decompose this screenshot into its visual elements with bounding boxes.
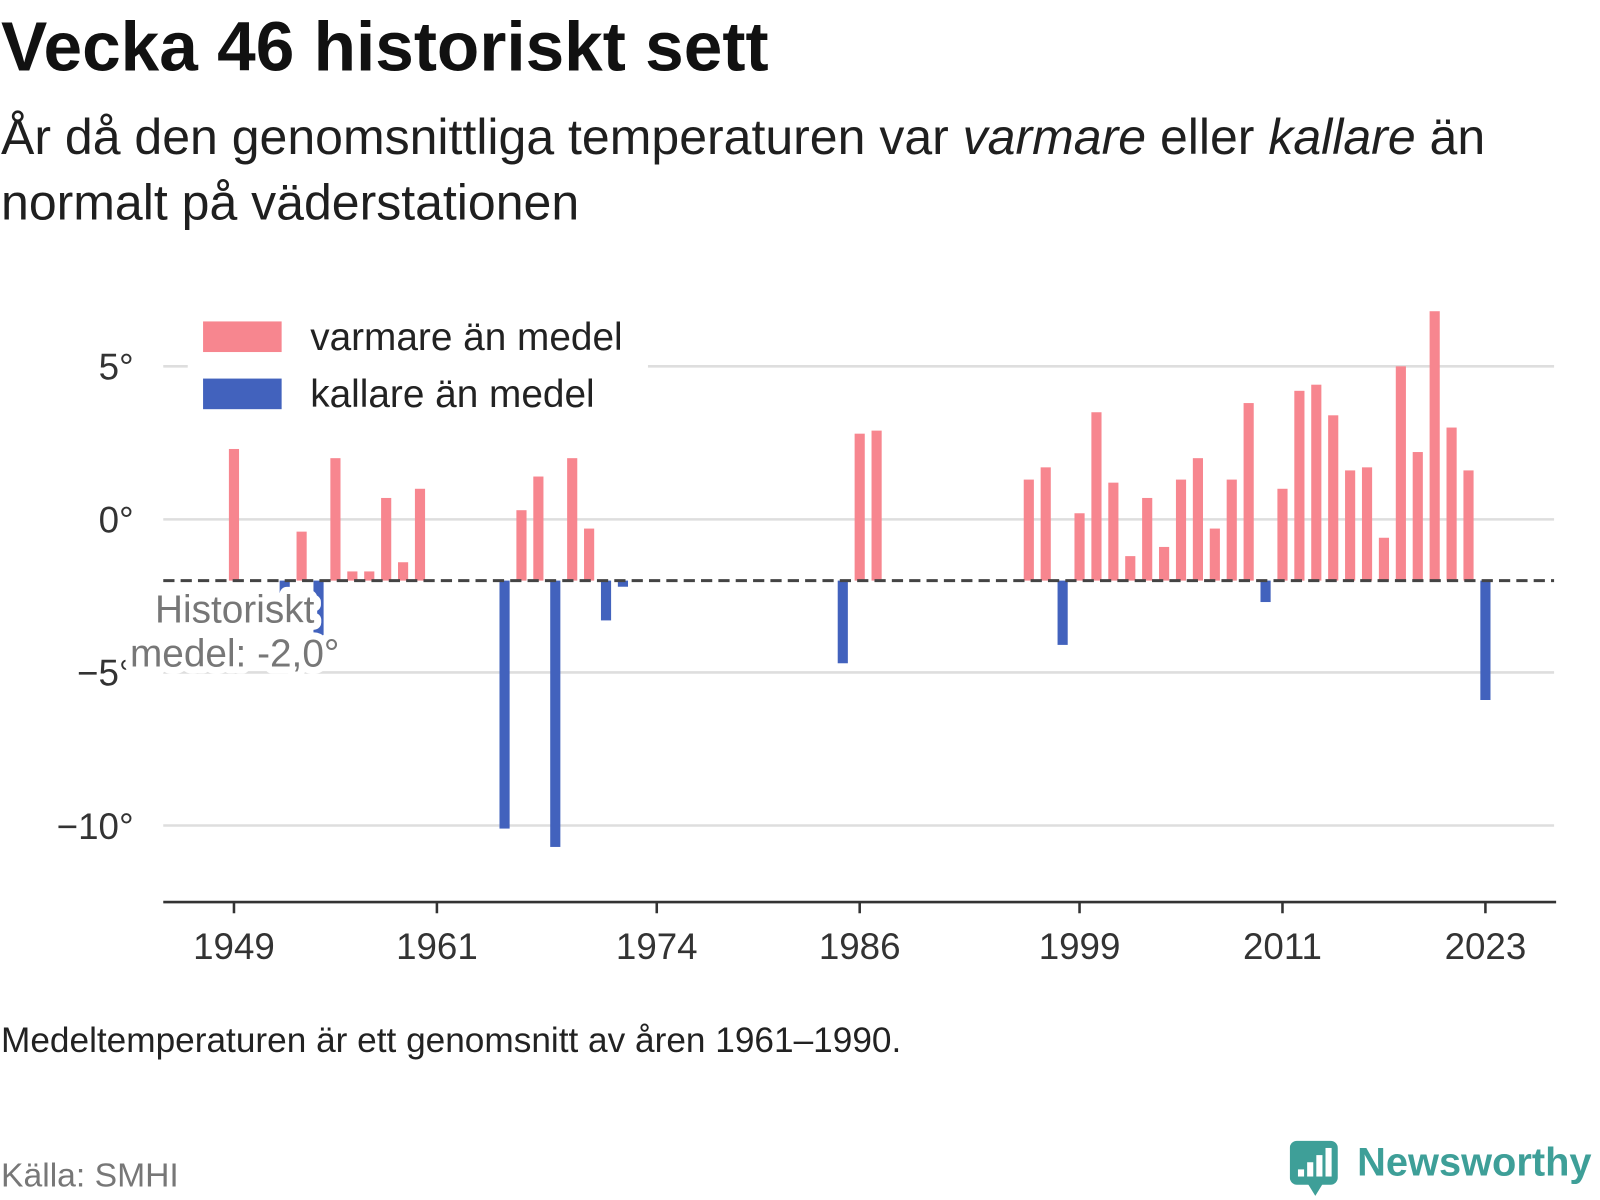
bar-colder-2023 bbox=[1480, 580, 1491, 700]
bar-warmer-1986 bbox=[854, 433, 865, 581]
bar-warmer-2005 bbox=[1175, 479, 1187, 581]
bar-colder-1954 bbox=[313, 580, 324, 636]
bar-warmer-2014 bbox=[1328, 415, 1339, 581]
y-axis-labels: 5° 0° −5° −10° bbox=[57, 347, 134, 847]
legend-label-warmer: varmare än medel bbox=[310, 316, 622, 359]
y-tick-label: 5° bbox=[99, 347, 134, 388]
bar-warmer-1949 bbox=[228, 448, 240, 581]
bar-warmer-2017 bbox=[1378, 537, 1390, 581]
bar-warmer-2003 bbox=[1142, 497, 1153, 581]
gridlines bbox=[163, 365, 1555, 827]
subtitle-text: än normalt på väderstationen bbox=[1, 110, 1486, 231]
bar-chart-speech-bubble-icon bbox=[1289, 1140, 1338, 1196]
bar-warmer-1956 bbox=[347, 571, 358, 581]
bar-warmer-1969 bbox=[567, 458, 578, 581]
bar-warmer-1996 bbox=[1023, 479, 1034, 581]
bar-warmer-2019 bbox=[1412, 452, 1423, 581]
bar-colder-2010 bbox=[1260, 580, 1271, 603]
x-tick-label: 2011 bbox=[1243, 926, 1322, 967]
bar-colder-1972 bbox=[617, 580, 629, 587]
bar-warmer-2011 bbox=[1277, 488, 1288, 581]
bar-warmer-2021 bbox=[1446, 427, 1457, 581]
bar-warmer-1967 bbox=[533, 476, 544, 581]
y-tick-label: 0° bbox=[99, 500, 134, 541]
y-tick-label: −5° bbox=[77, 653, 134, 694]
bars bbox=[228, 311, 1491, 847]
bar-warmer-2008 bbox=[1226, 479, 1237, 581]
subtitle-text: År då den genomsnittliga temperaturen va… bbox=[1, 110, 963, 166]
chart-title: Vecka 46 historiskt sett bbox=[1, 8, 769, 86]
bar-warmer-2022 bbox=[1463, 470, 1474, 581]
subtitle-emphasis-warmer: varmare bbox=[962, 110, 1147, 166]
bar-warmer-2000 bbox=[1091, 412, 1102, 581]
bar-warmer-1987 bbox=[871, 430, 882, 581]
source-label: Källa: SMHI bbox=[1, 1156, 179, 1194]
bar-warmer-2012 bbox=[1294, 390, 1305, 581]
bar-colder-1965 bbox=[499, 580, 510, 829]
bar-colder-1968 bbox=[550, 580, 561, 847]
y-tick-label: −10° bbox=[57, 806, 134, 847]
bar-warmer-1955 bbox=[330, 458, 341, 581]
bar-colder-1971 bbox=[600, 580, 612, 621]
bar-warmer-2020 bbox=[1429, 311, 1440, 581]
bar-warmer-2007 bbox=[1209, 528, 1220, 581]
legend-label-colder: kallare än medel bbox=[310, 373, 594, 416]
bar-warmer-1957 bbox=[364, 571, 375, 581]
bar-warmer-2016 bbox=[1361, 467, 1373, 581]
subtitle-text: eller bbox=[1146, 110, 1269, 166]
bar-warmer-1953 bbox=[296, 531, 307, 581]
annotation-line-2: medel: -2,0° bbox=[130, 632, 339, 675]
bar-colder-1998 bbox=[1057, 580, 1068, 645]
bar-warmer-2004 bbox=[1159, 546, 1170, 581]
bar-colder-1952 bbox=[279, 580, 290, 593]
x-tick-label: 1949 bbox=[193, 926, 275, 967]
brand-name: Newsworthy bbox=[1357, 1140, 1592, 1185]
legend-swatch-colder bbox=[203, 378, 282, 410]
bar-warmer-1999 bbox=[1074, 513, 1085, 581]
bar-warmer-2013 bbox=[1311, 384, 1322, 581]
bar-warmer-1959 bbox=[398, 562, 409, 581]
annotation-line-1: Historiskt bbox=[155, 588, 315, 631]
x-tick-label: 1961 bbox=[396, 926, 478, 967]
legend: varmare än medel kallare än medel bbox=[187, 308, 648, 423]
brand-logo: Newsworthy bbox=[1289, 1137, 1596, 1198]
bar-warmer-2006 bbox=[1192, 458, 1203, 581]
bar-warmer-1966 bbox=[516, 510, 527, 581]
bar-warmer-1958 bbox=[381, 497, 392, 581]
x-tick-label: 1999 bbox=[1039, 926, 1121, 967]
bar-warmer-1997 bbox=[1040, 467, 1051, 581]
bar-warmer-1960 bbox=[414, 488, 426, 581]
x-tick-label: 1986 bbox=[819, 926, 901, 967]
chart-footnote: Medeltemperaturen är ett genomsnitt av å… bbox=[1, 1021, 902, 1061]
x-axis: 1949 1961 1974 1986 1999 2011 2023 bbox=[163, 900, 1557, 967]
subtitle-emphasis-colder: kallare bbox=[1268, 110, 1416, 166]
bar-colder-1985 bbox=[837, 580, 848, 664]
bar-warmer-2009 bbox=[1243, 403, 1254, 581]
legend-swatch-warmer bbox=[203, 321, 282, 353]
bar-warmer-2018 bbox=[1395, 366, 1406, 581]
chart-subtitle: År då den genomsnittliga temperaturen va… bbox=[1, 105, 1572, 236]
bar-warmer-2015 bbox=[1345, 470, 1356, 581]
bar-warmer-2002 bbox=[1125, 556, 1136, 581]
x-tick-label: 2023 bbox=[1445, 926, 1527, 967]
bar-warmer-2001 bbox=[1108, 482, 1119, 581]
x-tick-label: 1974 bbox=[616, 926, 698, 967]
historical-mean-annotation: Historiskt medel: -2,0° bbox=[123, 581, 347, 682]
bar-warmer-1970 bbox=[584, 528, 595, 581]
